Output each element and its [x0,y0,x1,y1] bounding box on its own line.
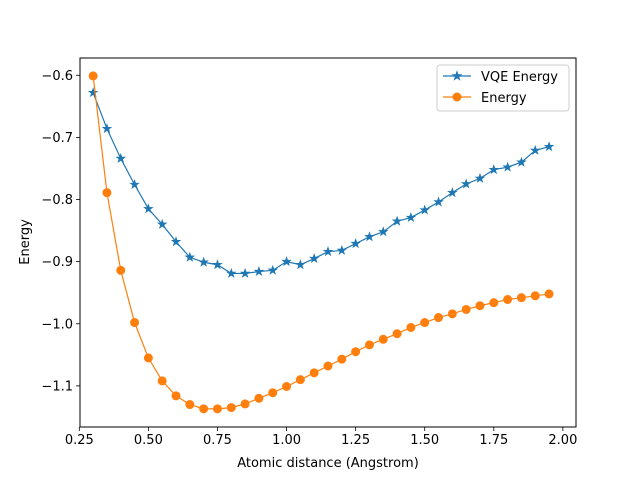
data-point-energy [516,293,526,303]
data-point-vqe-energy [308,253,320,263]
data-point-vqe-energy [170,236,182,247]
data-point-vqe-energy [226,267,237,278]
data-point-energy [392,329,402,339]
data-point-vqe-energy [212,259,223,270]
data-point-energy [309,368,319,378]
data-point-energy [420,318,430,328]
x-tick-label: 1.75 [479,433,508,448]
data-point-energy [226,403,236,413]
plot-frame [79,57,577,428]
data-point-energy [323,361,333,371]
data-point-energy [116,265,126,275]
data-point-vqe-energy [101,123,113,134]
data-point-energy [489,298,499,308]
data-point-vqe-energy [488,164,500,175]
data-point-vqe-energy [350,238,361,249]
data-point-vqe-energy [516,156,527,167]
legend-marker-energy [452,92,462,102]
x-tick-label: 2.00 [548,433,577,448]
data-point-vqe-energy [543,141,555,152]
data-point-vqe-energy [322,246,334,257]
data-point-vqe-energy [405,212,417,222]
x-axis-label: Atomic distance (Angstrom) [237,456,419,471]
data-point-energy [102,188,112,198]
series-vqe-energy [87,87,555,278]
y-tick-label: −0.7 [41,131,73,146]
legend-marker-vqe-energy [451,70,463,81]
data-point-vqe-energy [502,161,513,172]
data-point-energy [157,376,167,386]
data-point-vqe-energy [87,87,99,98]
data-point-vqe-energy [184,251,196,262]
y-tick-label: −0.6 [41,69,73,84]
y-tick-label: −1.1 [41,379,73,394]
data-point-energy [337,354,347,364]
x-tick-label: 1.50 [410,433,439,448]
data-point-vqe-energy [156,218,168,229]
data-point-vqe-energy [474,172,486,183]
data-point-vqe-energy [267,264,278,275]
data-point-energy [406,322,416,332]
data-point-energy [254,393,264,403]
data-point-energy [475,301,485,311]
y-axis: −0.6 −0.7 −0.8 −0.9 −1.0 −1.1 [41,69,80,394]
data-point-energy [199,404,209,414]
data-point-energy [295,375,305,385]
data-point-energy [171,391,181,401]
data-point-energy [461,304,471,314]
x-tick-label: 1.00 [272,433,301,448]
y-tick-label: −0.8 [41,193,73,208]
y-axis-label: Energy [18,219,33,265]
data-point-energy [212,404,222,414]
series-energy [88,71,554,414]
data-point-energy [130,318,140,328]
data-point-vqe-energy [253,266,265,277]
data-point-energy [240,399,250,409]
x-axis: 0.25 0.50 0.75 1.00 1.25 1.50 1.75 2.00 [65,427,577,448]
data-point-vqe-energy [378,226,389,237]
data-point-vqe-energy [447,187,458,198]
data-point-vqe-energy [115,152,126,163]
data-point-vqe-energy [239,267,251,278]
y-tick-label: −0.9 [41,255,73,270]
data-point-vqe-energy [198,256,209,267]
data-point-vqe-energy [460,178,472,189]
data-point-energy [185,400,195,410]
data-point-energy [351,347,361,357]
series-line-energy [92,75,550,410]
x-tick-label: 0.50 [134,433,163,448]
data-point-energy [503,295,513,305]
data-point-energy [364,340,374,350]
data-point-energy [530,291,540,301]
x-tick-label: 0.25 [65,433,94,448]
data-point-vqe-energy [433,196,444,207]
series-layer [87,71,555,414]
data-point-vqe-energy [529,144,541,155]
data-point-energy [544,289,554,299]
legend-label-vqe-energy: VQE Energy [481,70,558,85]
data-point-vqe-energy [391,215,403,226]
y-tick-label: −1.0 [41,317,73,332]
x-tick-label: 1.25 [341,433,370,448]
legend-label-energy: Energy [481,91,527,106]
data-point-energy [447,309,457,319]
data-point-vqe-energy [143,203,154,214]
x-tick-label: 0.75 [203,433,232,448]
data-point-energy [268,388,278,398]
data-point-energy [282,381,292,391]
data-point-vqe-energy [336,244,348,255]
data-point-energy [434,313,444,323]
series-line-vqe-energy [92,92,550,275]
legend: VQE Energy Energy [436,64,570,112]
data-point-vqe-energy [295,259,306,270]
data-point-energy [143,353,153,363]
data-point-vqe-energy [129,179,140,190]
data-point-energy [378,334,388,344]
data-point-energy [88,71,98,81]
data-point-vqe-energy [364,231,375,242]
data-point-vqe-energy [419,204,430,215]
data-point-vqe-energy [281,256,292,267]
